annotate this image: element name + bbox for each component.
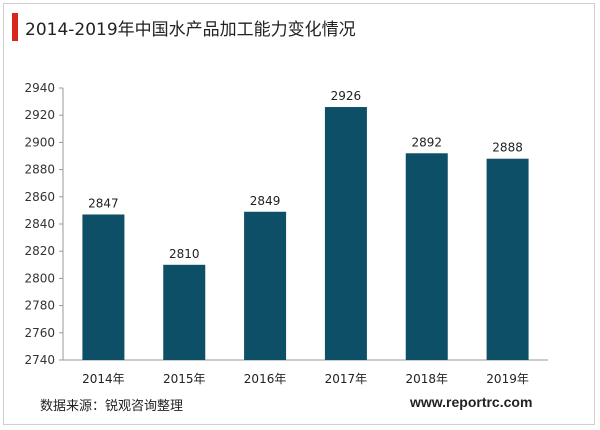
bar-3	[244, 211, 287, 360]
chart-area: 2740 2760 2780 2800 2820 2840 2860 2880 2900 2920…	[20, 68, 580, 398]
x-tick-label: 2015年	[163, 372, 206, 386]
y-tick-label: 2880	[24, 163, 55, 177]
data-label: 2926	[331, 89, 362, 103]
x-tick-label: 2016年	[244, 372, 287, 386]
data-label: 2888	[492, 141, 523, 155]
y-tick-label: 2840	[24, 217, 55, 231]
y-tick-label: 2760	[24, 326, 55, 340]
data-label: 2847	[88, 196, 119, 210]
y-tick-label: 2780	[24, 299, 55, 313]
y-tick-label: 2920	[24, 108, 55, 122]
website-link[interactable]: www.reportrc.com	[410, 394, 533, 410]
data-label: 2810	[169, 247, 200, 261]
y-tick-label: 2740	[24, 353, 55, 367]
chart-title: 2014-2019年中国水产品加工能力变化情况	[25, 20, 356, 40]
data-label: 2892	[411, 135, 442, 149]
y-tick-label: 2860	[24, 190, 55, 204]
bar-4	[324, 107, 367, 360]
bar-2	[163, 264, 206, 360]
data-source-note: 数据来源：锐观咨询整理	[40, 399, 184, 414]
bar-6	[486, 158, 529, 360]
x-tick-label: 2018年	[405, 372, 448, 386]
y-tick-label: 2800	[24, 271, 55, 285]
y-tick-label: 2900	[24, 135, 55, 149]
y-tick-label: 2820	[24, 244, 55, 258]
x-tick-label: 2017年	[325, 372, 368, 386]
bar-chart: 2740 2760 2780 2800 2820 2840 2860 2880 2900 2920…	[24, 81, 548, 386]
data-label: 2849	[250, 194, 281, 208]
bar-1	[82, 214, 125, 360]
x-tick-label: 2019年	[486, 372, 529, 386]
y-tick-label: 2940	[24, 81, 55, 95]
title-accent-bar	[12, 13, 18, 41]
x-tick-label: 2014年	[82, 372, 125, 386]
bar-5	[405, 153, 448, 360]
